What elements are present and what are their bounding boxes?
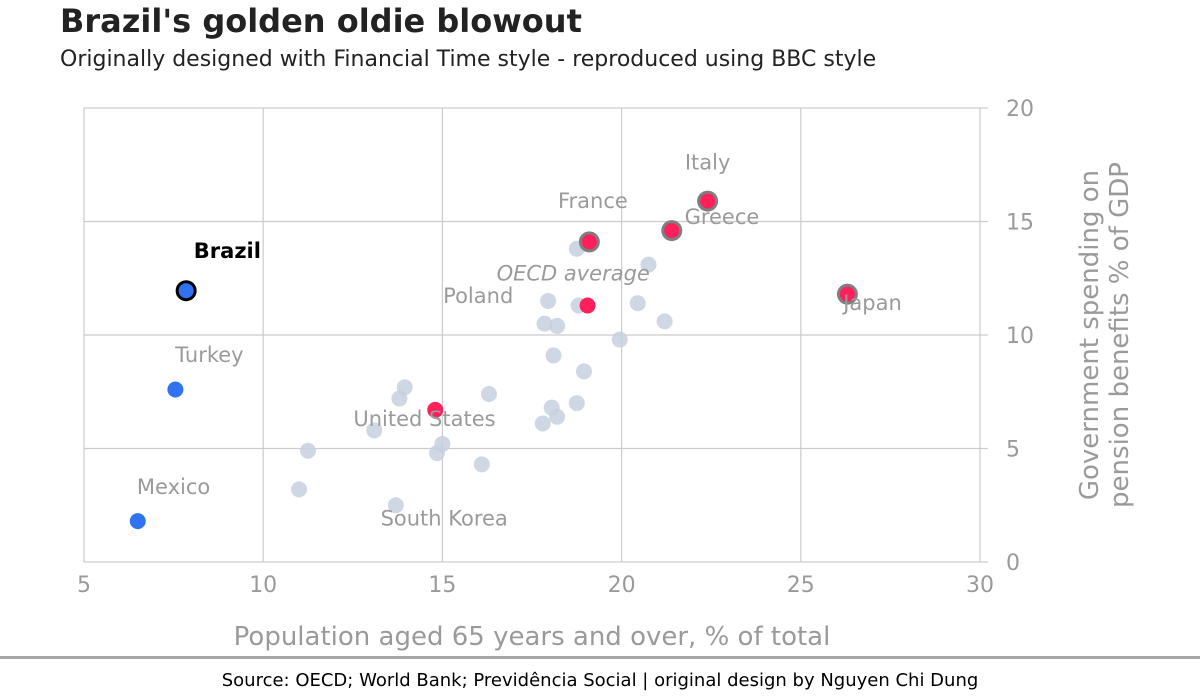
scatter-point xyxy=(640,256,657,273)
scatter-point xyxy=(545,347,562,364)
source-note: Source: OECD; World Bank; Previdência So… xyxy=(221,670,979,691)
point-italy xyxy=(697,190,719,212)
scatter-plot: 5 10 15 20 25 30 0 5 10 15 20 Population aged 65 ye… xyxy=(77,97,1135,652)
point-greece xyxy=(661,220,683,242)
annotation-france: France xyxy=(558,189,628,213)
point-brazil xyxy=(175,280,197,302)
scatter-point xyxy=(549,408,566,425)
y-axis-label: Government spending onpension benefits %… xyxy=(1075,162,1135,508)
point-japan xyxy=(836,283,858,305)
annotation-oecd-average: OECD average xyxy=(497,262,650,286)
scatter-point xyxy=(575,363,592,380)
footer-divider xyxy=(0,656,1200,659)
x-axis-label: Population aged 65 years and over, % of … xyxy=(234,622,831,652)
point-turkey xyxy=(167,381,184,398)
annotation-brazil: Brazil xyxy=(194,239,261,263)
scatter-point xyxy=(291,481,308,498)
scatter-point xyxy=(568,395,585,412)
annotation-greece: Greece xyxy=(685,205,760,229)
x-tick-label: 15 xyxy=(428,573,456,598)
annotation-italy: Italy xyxy=(685,150,731,174)
y-tick-label: 0 xyxy=(1006,551,1020,576)
scatter-point xyxy=(473,456,490,473)
x-tick-label: 20 xyxy=(608,573,636,598)
scatter-point xyxy=(387,497,404,514)
y-tick-label: 5 xyxy=(1006,438,1020,463)
point-france xyxy=(578,231,600,253)
scatter-point xyxy=(434,435,451,452)
annotation-south-korea: South Korea xyxy=(381,507,508,531)
y-tick-label: 20 xyxy=(1006,97,1034,122)
x-tick-label: 25 xyxy=(787,573,815,598)
x-tick-label: 30 xyxy=(966,573,994,598)
annotation-poland: Poland xyxy=(443,284,513,308)
y-tick-label: 10 xyxy=(1006,324,1034,349)
scatter-point xyxy=(396,379,413,396)
scatter-point xyxy=(366,422,383,439)
point-united-states xyxy=(427,401,444,418)
scatter-point xyxy=(536,315,553,332)
chart-subtitle: Originally designed with Financial Time … xyxy=(60,47,877,72)
point-mexico xyxy=(129,513,146,530)
annotation-japan: Japan xyxy=(841,291,902,315)
chart-title: Brazil's golden oldie blowout xyxy=(60,2,582,40)
scatter-point xyxy=(534,415,551,432)
scatter-point xyxy=(540,292,557,309)
scatter-point xyxy=(629,295,646,312)
x-tick-label: 5 xyxy=(77,573,91,598)
annotation-united-states: United States xyxy=(353,407,495,431)
scatter-point xyxy=(300,442,316,459)
scatter-point xyxy=(611,331,628,348)
scatter-point xyxy=(549,317,566,334)
scatter-point xyxy=(480,386,497,403)
point-oecd-average xyxy=(579,297,596,314)
annotation-turkey: Turkey xyxy=(174,343,243,367)
annotation-mexico: Mexico xyxy=(137,475,210,499)
x-tick-label: 10 xyxy=(249,573,277,598)
y-tick-label: 15 xyxy=(1006,211,1034,236)
scatter-point xyxy=(656,313,673,330)
